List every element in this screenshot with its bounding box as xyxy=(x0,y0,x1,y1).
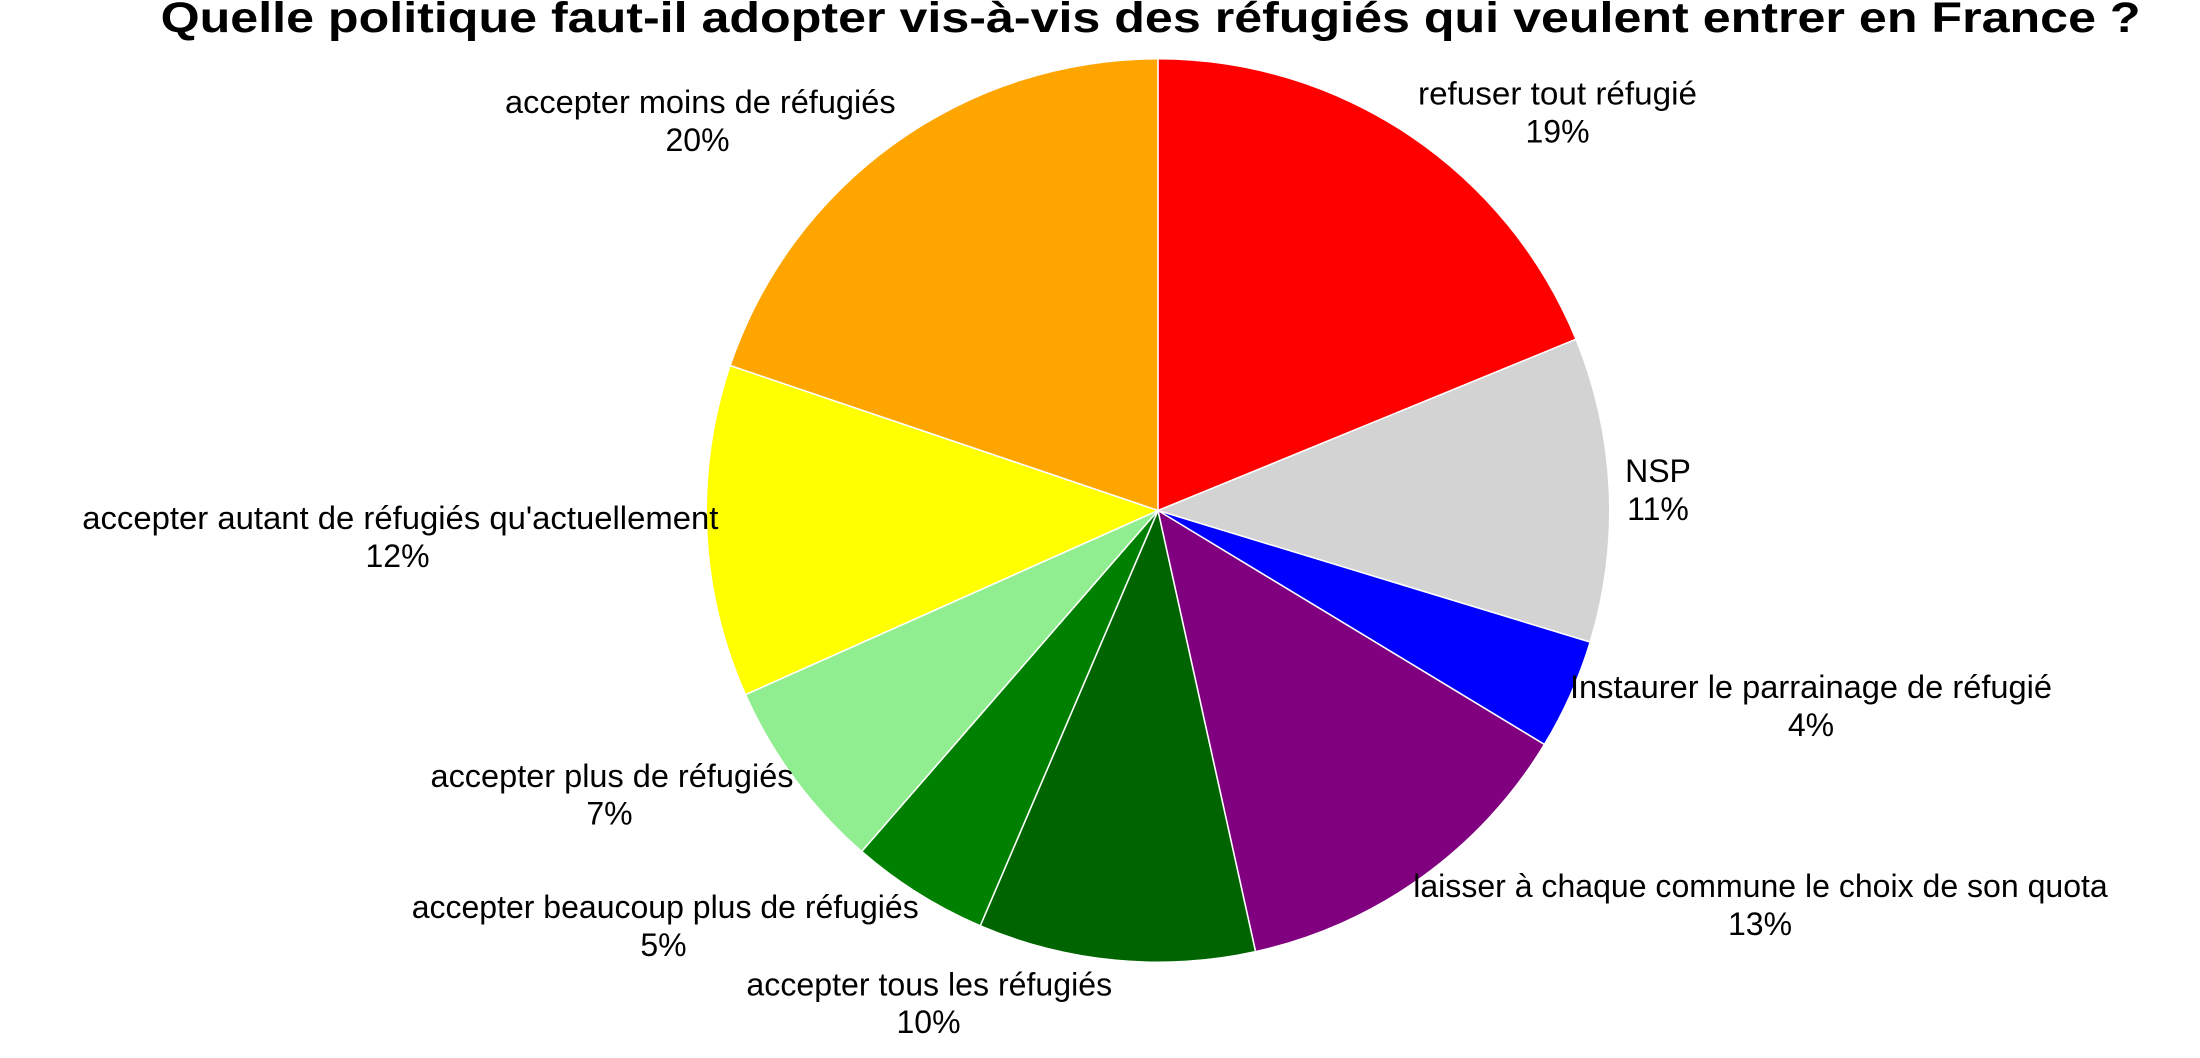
svg-text:accepter tous les réfugiés: accepter tous les réfugiés xyxy=(746,966,1112,1002)
svg-text:Quelle politique faut-il adopt: Quelle politique faut-il adopter vis-à-v… xyxy=(161,0,2141,42)
svg-text:5%: 5% xyxy=(640,927,686,963)
svg-text:10%: 10% xyxy=(896,1004,960,1040)
svg-text:12%: 12% xyxy=(365,538,429,574)
svg-text:accepter autant de réfugiés qu: accepter autant de réfugiés qu'actuellem… xyxy=(82,500,718,536)
svg-text:4%: 4% xyxy=(1788,707,1834,743)
svg-text:accepter moins de réfugiés: accepter moins de réfugiés xyxy=(505,84,896,120)
svg-text:20%: 20% xyxy=(665,122,729,158)
svg-text:19%: 19% xyxy=(1525,113,1589,149)
svg-text:accepter plus de réfugiés: accepter plus de réfugiés xyxy=(431,758,794,794)
svg-text:13%: 13% xyxy=(1728,906,1792,942)
svg-text:refuser tout réfugié: refuser tout réfugié xyxy=(1418,76,1697,112)
svg-text:accepter beaucoup plus de réfu: accepter beaucoup plus de réfugiés xyxy=(412,889,919,925)
svg-text:11%: 11% xyxy=(1627,491,1689,527)
svg-text:laisser à chaque commune le ch: laisser à chaque commune le choix de son… xyxy=(1413,868,2108,904)
svg-text:Instaurer le parrainage de réf: Instaurer le parrainage de réfugié xyxy=(1570,669,2052,705)
svg-text:7%: 7% xyxy=(586,796,632,832)
svg-text:NSP: NSP xyxy=(1625,453,1691,489)
